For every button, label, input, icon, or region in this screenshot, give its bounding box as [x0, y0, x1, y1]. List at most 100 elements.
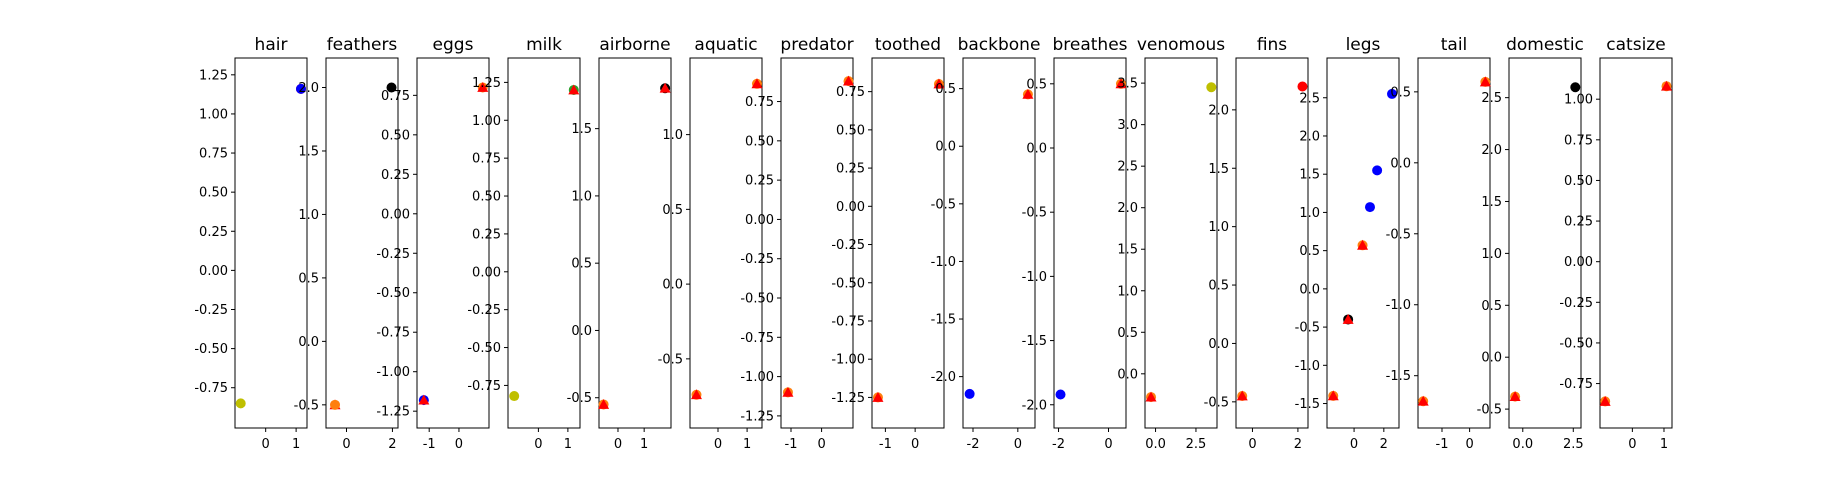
y-tick-label: 1.0 [1117, 284, 1138, 299]
y-tick-label: 0.0 [1208, 337, 1229, 352]
panel-toothed: toothed 0.75 0.50 0.25 0.00 -0.25 -0.50 -0.75 -1… [831, 35, 945, 452]
y-tick-label: -0.25 [467, 303, 501, 318]
panel-frame [325, 57, 399, 429]
y-tick-label: 0.00 [472, 265, 501, 280]
y-tick-label: 0.5 [571, 257, 592, 272]
y-tick-label: -0.25 [831, 238, 865, 253]
y-tick-label: -0.5 [658, 352, 683, 367]
panel-breathes: breathes 0.5 0.0 -0.5 -1.0 -1.5 -2.0 -2 0 [1022, 35, 1128, 452]
y-tick-label: 0.5 [1208, 279, 1229, 294]
y-tick-label: 0.25 [745, 174, 774, 189]
panel-frame [1326, 57, 1400, 429]
panel-fins: fins 2.0 1.5 1.0 0.5 0.0 -0.5 0 2 [1204, 35, 1309, 452]
x-tick-label: 2.5 [1186, 437, 1207, 452]
data-point-circle [1055, 389, 1066, 400]
x-tick-label: 1 [564, 437, 572, 452]
y-tick-label: 0.25 [1564, 215, 1593, 230]
data-point-triangle [568, 84, 580, 95]
panel-title: backbone [958, 35, 1041, 55]
data-point-triangle [598, 398, 610, 409]
x-tick-label: -1 [423, 437, 436, 452]
panel-aquatic: aquatic 1.0 0.5 0.0 -0.5 0 1 [658, 35, 763, 452]
panel-frame [1053, 57, 1127, 429]
y-tick-label: 1.5 [1299, 168, 1320, 183]
data-point-triangle [1357, 239, 1369, 250]
data-point-circle [1206, 82, 1217, 93]
x-tick-label: 0 [1248, 437, 1256, 452]
y-tick-label: -1.5 [931, 313, 956, 328]
data-point-triangle [1236, 390, 1248, 401]
x-tick-label: 2 [388, 437, 396, 452]
panel-title: airborne [599, 35, 670, 55]
x-tick-label: 0 [911, 437, 919, 452]
x-tick-label: -2 [967, 437, 980, 452]
y-tick-label: -1.0 [931, 255, 956, 270]
panel-legs: legs 2.5 2.0 1.5 1.0 0.5 0.0 -0.5 -1.0 -1.5 0 2 [1295, 35, 1400, 452]
panel-frame [871, 57, 945, 429]
data-point-triangle [1599, 395, 1611, 406]
panel-title: fins [1257, 35, 1287, 55]
y-tick-label: 2.5 [1117, 160, 1138, 175]
panel-airborne: airborne 1.5 1.0 0.5 0.0 -0.5 0 1 [567, 35, 672, 452]
y-tick-label: 0.0 [1481, 351, 1502, 366]
y-tick-label: 0.50 [745, 134, 774, 149]
panel-domestic: domestic 2.5 2.0 1.5 1.0 0.5 0.0 -0.5 0.0 2.5 [1477, 35, 1584, 452]
y-tick-label: -0.50 [1559, 336, 1593, 351]
data-point-triangle [751, 78, 763, 89]
y-tick-label: -0.5 [1477, 403, 1502, 418]
y-tick-label: 1.00 [1564, 93, 1593, 108]
panel-predator: predator 0.75 0.50 0.25 0.00 -0.25 -0.50 -0.75 -… [740, 35, 855, 452]
panel-title: milk [526, 35, 562, 55]
y-tick-label: 0.75 [199, 147, 228, 162]
panel-frame [962, 57, 1036, 429]
y-tick-label: -0.75 [831, 314, 865, 329]
y-tick-label: 1.5 [298, 144, 319, 159]
y-tick-label: 0.5 [298, 271, 319, 286]
y-tick-label: -0.50 [467, 341, 501, 356]
y-tick-label: -0.75 [1559, 377, 1593, 392]
x-tick-label: 0 [1465, 437, 1473, 452]
panel-title: hair [255, 35, 288, 55]
data-point-circle [386, 82, 397, 93]
y-tick-label: 2.0 [1117, 201, 1138, 216]
data-point-triangle [1145, 391, 1157, 402]
y-tick-label: -1.0 [1386, 298, 1411, 313]
y-tick-label: 1.5 [1117, 243, 1138, 258]
y-tick-label: 0.5 [1481, 299, 1502, 314]
panel-frame [1599, 57, 1673, 429]
x-tick-label: 2.5 [1563, 437, 1584, 452]
panel-title: domestic [1506, 35, 1584, 55]
data-point-triangle [782, 386, 794, 397]
panel-feathers: feathers 2.0 1.5 1.0 0.5 0.0 -0.5 0 2 [294, 35, 399, 452]
y-tick-label: 0.5 [1026, 77, 1047, 92]
panel-frame [507, 57, 581, 429]
y-tick-label: 2.5 [1299, 91, 1320, 106]
y-tick-label: -0.25 [194, 303, 228, 318]
data-point-triangle [1661, 80, 1673, 91]
y-tick-label: 1.0 [298, 208, 319, 223]
y-tick-label: 1.0 [571, 189, 592, 204]
x-tick-label: -1 [879, 437, 892, 452]
y-tick-label: -0.5 [567, 391, 592, 406]
y-tick-label: 0.00 [745, 213, 774, 228]
y-tick-label: 3.5 [1117, 77, 1138, 92]
x-tick-label: 0 [1014, 437, 1022, 452]
x-tick-label: 0 [342, 437, 350, 452]
y-tick-label: -0.50 [194, 342, 228, 357]
y-tick-label: -0.5 [1204, 395, 1229, 410]
x-tick-label: 1 [640, 437, 648, 452]
y-tick-label: -0.75 [194, 381, 228, 396]
data-point-circle [1364, 202, 1375, 213]
y-tick-label: 0.0 [298, 335, 319, 350]
y-tick-label: 0.0 [935, 140, 956, 155]
data-point-circle [1297, 81, 1308, 92]
panel-title: tail [1441, 35, 1468, 55]
y-tick-label: -1.25 [376, 405, 410, 420]
x-tick-label: 0.0 [1512, 437, 1533, 452]
y-tick-label: 0.25 [836, 162, 865, 177]
y-tick-label: 2.0 [298, 81, 319, 96]
y-tick-label: 0.50 [381, 128, 410, 143]
data-point-circle [1570, 82, 1581, 93]
y-tick-label: -1.0 [1295, 359, 1320, 374]
